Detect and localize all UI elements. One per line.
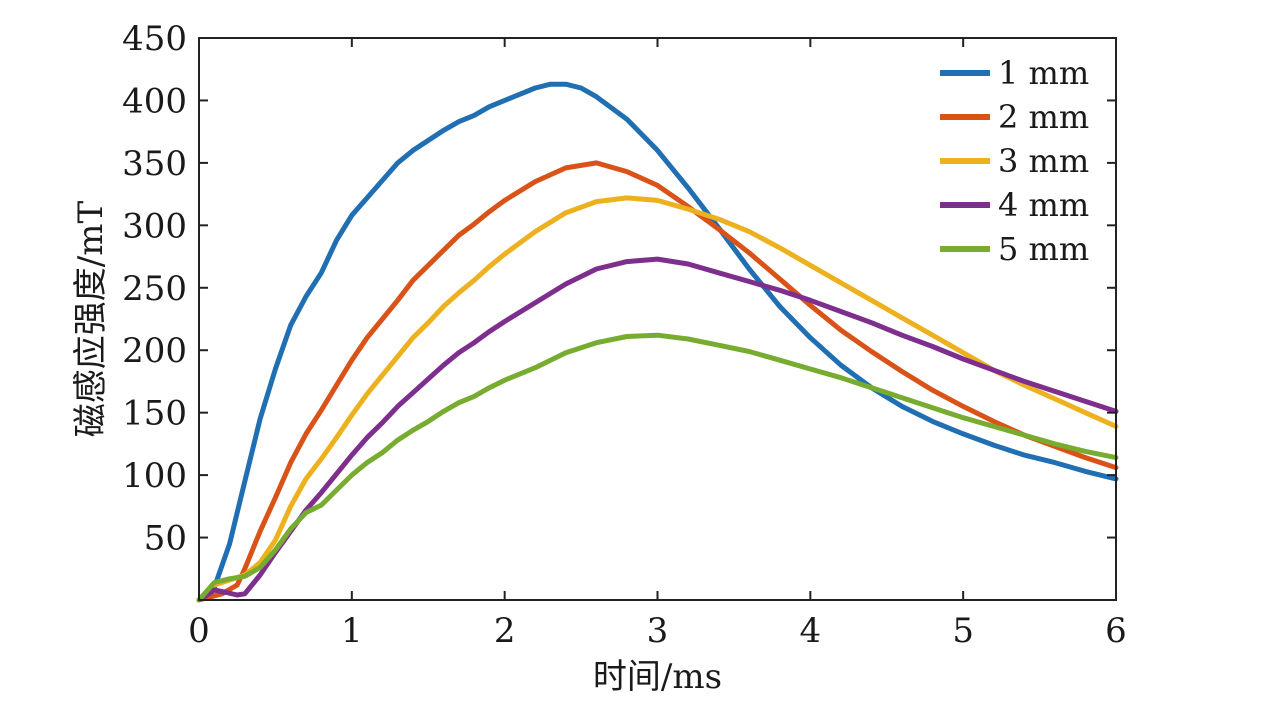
series-line-1 (196, 81, 1119, 603)
x-tick-label: 2 (494, 611, 516, 651)
series-line-3 (196, 195, 1119, 603)
y-tick-label: 400 (122, 81, 187, 121)
series-line-5 (196, 332, 1119, 603)
y-tick-label: 450 (122, 19, 187, 59)
legend-label: 2 mm (998, 98, 1089, 136)
plot-frame (198, 37, 1117, 601)
legend-label: 4 mm (998, 186, 1089, 224)
legend-label: 5 mm (998, 230, 1089, 268)
series-layer (196, 81, 1119, 603)
x-tick-label: 3 (647, 611, 669, 651)
legend: 1 mm 2 mm 3 mm 4 mm 5 mm (940, 54, 1089, 268)
x-tick-label: 4 (800, 611, 822, 651)
series-line-4 (196, 256, 1119, 603)
series-line-2 (196, 160, 1119, 603)
legend-label: 3 mm (998, 142, 1089, 180)
y-axis: 50 100 150 200 250 300 350 400 450 (122, 19, 1116, 559)
x-tick-label: 0 (188, 611, 210, 651)
y-axis-title: 磁感应强度/mT (71, 200, 111, 437)
x-tick-label: 6 (1105, 611, 1127, 651)
x-axis: 0 1 2 3 4 5 6 (188, 38, 1127, 651)
x-axis-title: 时间/ms (593, 657, 722, 697)
y-tick-label: 150 (122, 394, 187, 434)
legend-label: 1 mm (998, 54, 1089, 92)
y-tick-label: 200 (122, 331, 187, 371)
y-tick-label: 250 (122, 269, 187, 309)
y-tick-label: 100 (122, 456, 187, 496)
y-tick-label: 350 (122, 144, 187, 184)
y-tick-label: 50 (144, 519, 187, 559)
x-tick-label: 5 (952, 611, 974, 651)
x-tick-label: 1 (341, 611, 363, 651)
y-tick-label: 300 (122, 206, 187, 246)
